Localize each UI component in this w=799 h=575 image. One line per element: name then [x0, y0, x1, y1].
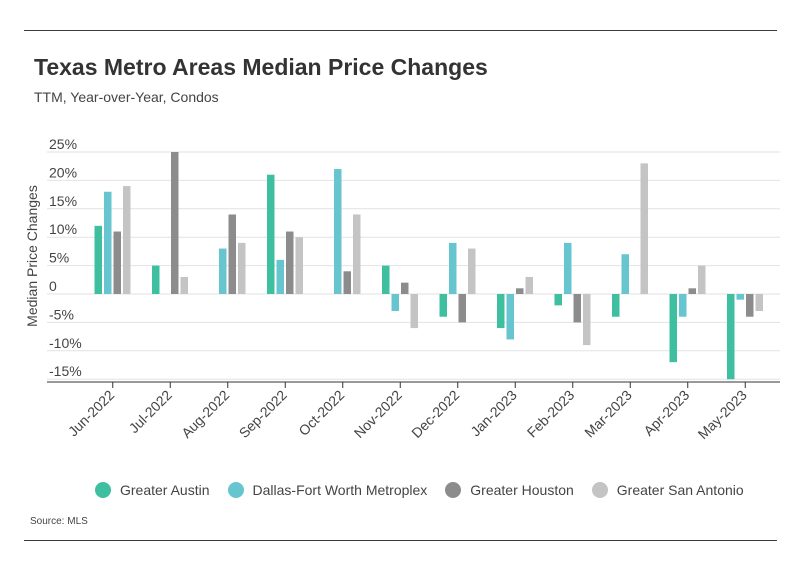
bar-greater-austin [727, 294, 735, 380]
bar-greater-houston [286, 231, 294, 294]
top-rule [24, 30, 777, 31]
bar-greater-san-antonio [353, 214, 361, 294]
legend-swatch [227, 482, 244, 498]
bar-dallas-fort-worth-metroplex [621, 254, 629, 294]
bar-greater-houston [746, 294, 754, 317]
bar-dallas-fort-worth-metroplex [679, 294, 687, 317]
bar-greater-san-antonio [123, 186, 131, 294]
chart-title: Texas Metro Areas Median Price Changes [34, 54, 488, 80]
x-tick-label: Nov-2022 [351, 387, 405, 441]
bar-greater-houston [516, 288, 524, 294]
x-tick-label: Jan-2023 [467, 387, 520, 440]
y-tick-label: 5% [49, 250, 69, 266]
bar-dallas-fort-worth-metroplex [736, 294, 744, 300]
bar-dallas-fort-worth-metroplex [334, 169, 342, 294]
source-note: Source: MLS [30, 516, 88, 527]
bar-greater-austin [152, 265, 160, 294]
bar-greater-san-antonio [468, 248, 476, 294]
bar-greater-austin [382, 265, 390, 294]
legend-item-dallas-fort-worth: Dallas-Fort Worth Metroplex [227, 482, 428, 498]
legend-item-greater-houston: Greater Houston [445, 482, 574, 498]
bar-greater-houston [688, 288, 696, 294]
x-tick-label: Oct-2022 [295, 387, 347, 439]
legend-swatch [445, 482, 462, 498]
y-tick-label: 20% [49, 164, 77, 180]
bar-greater-austin [554, 294, 562, 306]
y-tick-label: -5% [49, 306, 74, 322]
legend-item-greater-austin: Greater Austin [95, 482, 210, 498]
bar-greater-houston [228, 214, 236, 294]
y-tick-label: -10% [49, 335, 82, 351]
x-tick-label: Aug-2022 [178, 387, 232, 441]
x-tick-label: Dec-2022 [408, 387, 462, 441]
x-tick-label: May-2023 [695, 387, 750, 442]
chart-legend: Greater Austin Dallas-Fort Worth Metropl… [95, 482, 744, 498]
bottom-rule [24, 540, 777, 541]
bar-greater-austin [612, 294, 620, 317]
legend-swatch [95, 482, 111, 498]
bar-greater-san-antonio [755, 294, 763, 312]
chart-subtitle: TTM, Year-over-Year, Condos [34, 89, 219, 105]
bar-greater-houston [458, 294, 466, 323]
bar-greater-houston [343, 271, 351, 294]
bar-greater-houston [171, 152, 179, 294]
x-tick-label: Jul-2022 [126, 387, 175, 436]
legend-swatch [591, 482, 608, 498]
legend-item-greater-san-antonio: Greater San Antonio [591, 482, 744, 498]
bar-dallas-fort-worth-metroplex [219, 248, 227, 294]
bar-dallas-fort-worth-metroplex [391, 294, 399, 312]
bar-greater-san-antonio [238, 242, 246, 294]
y-tick-label: 0 [49, 278, 57, 294]
bar-greater-san-antonio [295, 237, 303, 294]
y-tick-label: 10% [49, 221, 77, 237]
x-tick-label: Apr-2023 [640, 387, 692, 439]
bar-dallas-fort-worth-metroplex [276, 259, 284, 294]
legend-label: Greater San Antonio [616, 482, 744, 498]
bar-greater-san-antonio [583, 294, 591, 346]
bar-greater-houston [573, 294, 581, 323]
y-tick-label: 25% [49, 136, 77, 152]
bar-greater-austin [497, 294, 505, 329]
bar-greater-san-antonio [698, 265, 706, 294]
x-tick-label: Jun-2022 [65, 387, 118, 440]
bar-greater-san-antonio [180, 276, 188, 294]
bar-dallas-fort-worth-metroplex [564, 242, 572, 294]
y-tick-label: -15% [49, 363, 82, 379]
bar-greater-san-antonio [525, 276, 533, 294]
bar-greater-austin [439, 294, 447, 317]
x-tick-label: Feb-2023 [524, 387, 578, 441]
x-tick-label: Mar-2023 [581, 387, 635, 441]
bar-dallas-fort-worth-metroplex [449, 242, 457, 294]
bar-greater-austin [669, 294, 677, 363]
bar-greater-san-antonio [640, 163, 648, 294]
bar-dallas-fort-worth-metroplex [506, 294, 514, 340]
y-tick-label: 15% [49, 193, 77, 209]
bar-greater-austin [94, 225, 102, 294]
bar-greater-houston [113, 231, 121, 294]
legend-label: Dallas-Fort Worth Metroplex [252, 482, 428, 498]
x-tick-label: Sep-2022 [236, 387, 290, 441]
bar-greater-houston [401, 282, 409, 294]
bar-greater-san-antonio [410, 294, 418, 329]
bar-greater-austin [267, 174, 275, 294]
y-axis-title: Median Price Changes [24, 185, 40, 327]
legend-label: Greater Houston [470, 482, 574, 498]
bar-dallas-fort-worth-metroplex [104, 191, 112, 294]
legend-label: Greater Austin [120, 482, 210, 498]
